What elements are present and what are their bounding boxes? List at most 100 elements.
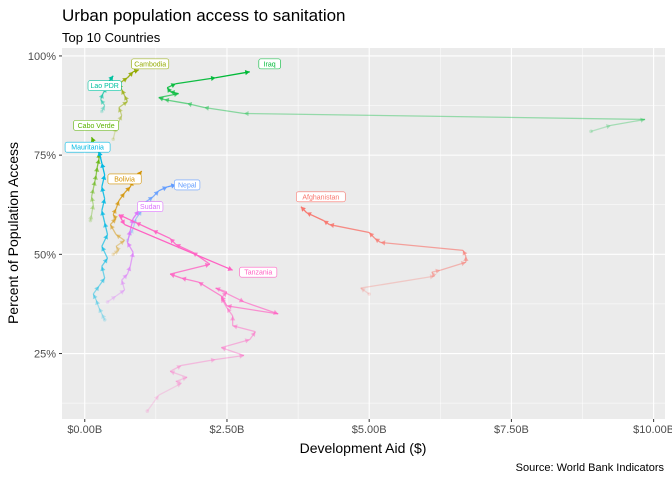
series-point — [119, 290, 125, 295]
label-text: Cabo Verde — [78, 123, 115, 130]
series-point — [100, 99, 106, 105]
series-point — [380, 240, 386, 246]
label-text: Mauritania — [71, 145, 104, 152]
series-point — [232, 324, 238, 330]
series-segment — [215, 287, 245, 303]
series-point — [122, 274, 128, 280]
series-start-point — [88, 218, 93, 223]
series-segment — [204, 106, 245, 115]
series-point — [124, 95, 129, 101]
series-segment — [90, 196, 94, 205]
series-point — [129, 252, 135, 258]
series-segment — [98, 307, 103, 315]
label-box — [174, 179, 201, 191]
series-point — [120, 219, 125, 225]
label-text: Nepal — [178, 182, 197, 189]
series-point — [101, 198, 107, 204]
series-point — [244, 110, 249, 117]
series-point — [95, 299, 101, 306]
label-text: Tanzania — [244, 270, 272, 277]
series-segment — [90, 188, 94, 197]
series-segment — [89, 214, 93, 221]
chart-subtitle: Top 10 Countries — [62, 30, 161, 45]
series-point — [435, 268, 441, 274]
series-start-point — [102, 318, 107, 322]
label-bolivia: Bolivia — [107, 173, 142, 185]
label-text: Cambodia — [134, 61, 166, 68]
series-start-point — [145, 409, 150, 413]
series-iraq — [158, 70, 646, 134]
x-axis-ticks: $0.00B $2.50B $5.00B $7.50B $10.00B — [67, 419, 672, 436]
series-segment — [107, 295, 117, 303]
series-point — [244, 70, 250, 76]
series-segment — [101, 313, 106, 321]
series-point — [167, 87, 172, 93]
label-box — [258, 58, 281, 70]
series-point — [605, 124, 611, 130]
series-point — [98, 307, 104, 314]
series-point — [128, 228, 134, 234]
x-tick-label: $0.00B — [67, 424, 102, 436]
series-point — [329, 222, 335, 229]
series-point — [91, 180, 97, 186]
series-segment — [360, 287, 370, 295]
series-segment — [100, 99, 106, 106]
series-segment — [440, 261, 467, 271]
series-point — [100, 210, 106, 216]
series-point — [116, 246, 121, 252]
series-point — [198, 282, 204, 287]
label-afghanistan: Afghanistan — [296, 191, 346, 203]
series-segment — [431, 269, 441, 273]
series-point — [170, 370, 176, 376]
series-segment — [244, 112, 646, 121]
series-start-point — [100, 109, 104, 114]
label-box — [87, 80, 122, 91]
label-box — [73, 120, 119, 131]
x-axis-title: Development Aid ($) — [300, 440, 427, 456]
series-point — [460, 261, 466, 267]
series-point — [126, 230, 132, 236]
series-point — [239, 353, 245, 359]
series-segment — [215, 71, 250, 79]
series-point — [181, 276, 187, 282]
series-point — [153, 230, 159, 235]
series-point — [125, 186, 131, 192]
series-point — [135, 222, 142, 227]
series-point — [121, 89, 127, 95]
series-point — [210, 357, 216, 363]
series-segment — [90, 204, 94, 215]
series-point — [153, 395, 159, 401]
series-point — [170, 83, 176, 88]
label-cambodia: Cambodia — [131, 58, 170, 70]
x-tick-label: $10.00B — [633, 424, 672, 436]
chart-caption: Source: World Bank Indicators — [516, 462, 665, 474]
series-point — [100, 186, 106, 192]
series-segment — [98, 277, 106, 287]
series-point — [101, 313, 107, 320]
series-segment — [118, 107, 123, 116]
x-tick-label: $7.50B — [494, 424, 529, 436]
series-segment — [431, 271, 436, 277]
series-segment — [121, 279, 126, 291]
series-point — [153, 190, 159, 196]
series-segment — [109, 224, 117, 235]
series-start-point — [367, 292, 371, 296]
series-start-point — [105, 300, 110, 304]
series-point — [119, 240, 125, 246]
series-point — [187, 102, 193, 108]
y-axis-ticks: 25% 50% 75% 100% — [28, 51, 62, 361]
series-segment — [226, 305, 279, 315]
series-point — [118, 214, 125, 219]
series-segment — [175, 376, 188, 382]
series-point — [170, 90, 176, 96]
y-tick-label: 50% — [34, 249, 56, 261]
label-box — [107, 173, 142, 185]
label-cabo-verde: Cabo Verde — [73, 120, 119, 131]
series-point — [300, 206, 306, 212]
series-point — [117, 107, 123, 113]
series-point — [250, 331, 256, 337]
series-tanzania — [118, 214, 279, 413]
series-mauritania — [92, 151, 109, 322]
series-segment — [92, 293, 97, 301]
